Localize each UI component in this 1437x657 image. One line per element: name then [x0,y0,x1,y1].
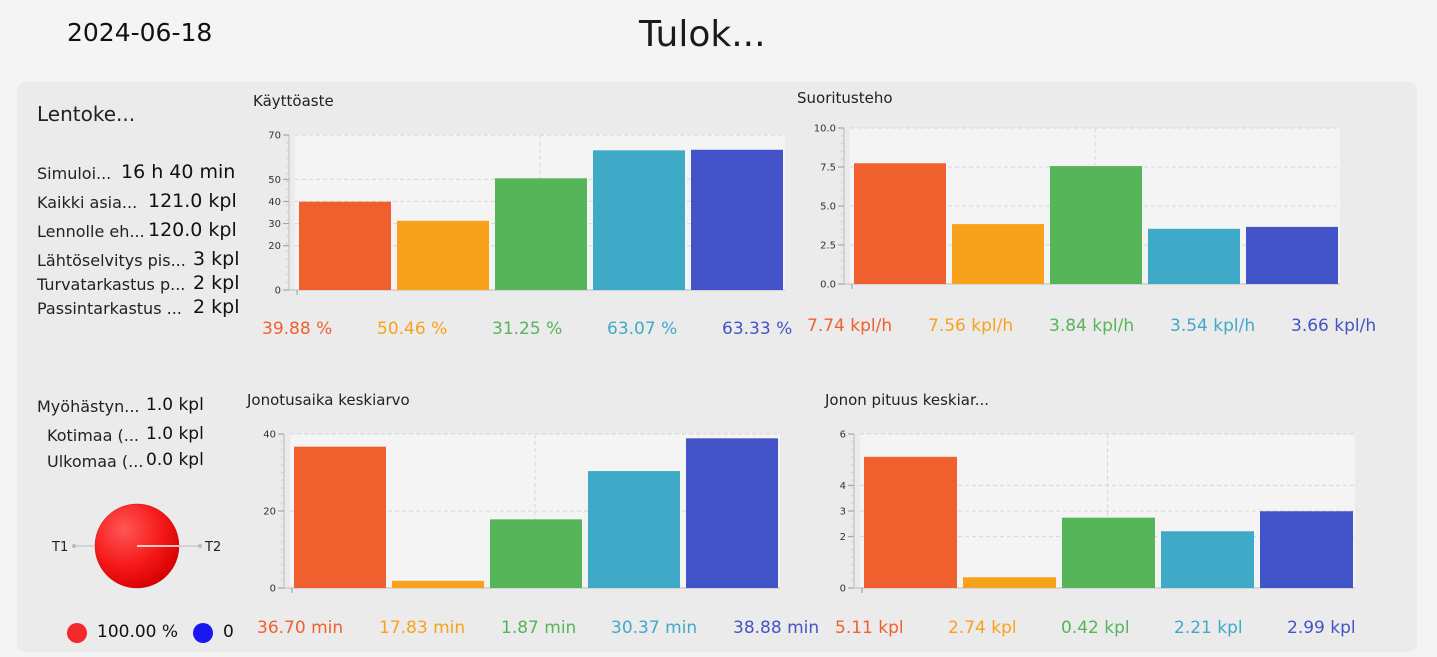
chart-title-jonotusaika: Jonotusaika keskiarvo [247,391,410,409]
pie-label-t1: T1 [51,540,68,555]
chart-title-suoritusteho: Suoritusteho [797,89,893,107]
delay-value: 1.0 kpl [146,424,204,444]
summary-label: Simuloi... [37,164,112,183]
y-tick-label: 20 [263,507,276,518]
value-label: 36.70 min [257,618,344,638]
value-label: 30.37 min [611,618,698,638]
y-tick-label: 0.0 [820,280,836,291]
bar [294,446,386,588]
summary-label: Lennolle eh... [37,222,145,241]
pie-leader-dot [198,544,202,548]
delay-label: Kotimaa (... [47,426,139,445]
bar [397,220,489,290]
bar [1050,166,1142,284]
pie-legend-dot [67,623,87,643]
summary-value: 2 kpl [193,296,240,318]
bar-chart-jonotusaika: 0 20 40 [263,430,780,595]
y-tick-label: 30 [268,219,281,230]
bar [1062,517,1155,588]
bar [686,438,778,588]
bar [1148,228,1240,284]
chart-title-kayttoaste: Käyttöaste [253,92,334,110]
value-label: 2.99 kpl [1287,618,1356,638]
y-tick-label: 10.0 [814,124,836,135]
y-tick-label: 70 [268,131,281,142]
bar [1246,226,1338,284]
y-tick-label: 0 [840,584,846,595]
bar [495,178,587,290]
bar [952,224,1044,284]
bar [588,471,680,588]
value-label: 3.84 kpl/h [1049,316,1135,336]
date-label: 2024-06-18 [67,18,213,47]
value-label: 31.25 % [492,319,563,339]
pie-legend-label: 100.00 % [97,622,179,642]
summary-label: Turvatarkastus p... [37,275,186,294]
delay-label: Myöhästyn... [37,397,140,416]
value-label: 2.74 kpl [948,618,1017,638]
bar [691,149,783,290]
value-label: 2.21 kpl [1174,618,1243,638]
pie-legend-label: 0 [223,622,234,642]
value-label: 38.88 min [733,618,820,638]
summary-value: 121.0 kpl [148,190,237,212]
delay-label: Ulkomaa (... [47,452,144,471]
summary-value: 3 kpl [193,248,240,270]
bar [1260,511,1353,588]
summary-value: 120.0 kpl [148,219,237,241]
value-label: 63.07 % [607,319,678,339]
y-tick-label: 40 [268,197,281,208]
y-tick-label: 7.5 [820,163,836,174]
bar [490,519,582,588]
value-label: 3.54 kpl/h [1170,316,1256,336]
terminal-pie-chart: T1 T2 [51,503,221,589]
pie-legend-dot [193,623,213,643]
value-label: 7.74 kpl/h [807,316,893,336]
y-tick-label: 2.5 [820,241,836,252]
bar [392,580,484,588]
bar [593,150,685,290]
y-tick-label: 40 [263,430,276,441]
bar-chart-kayttoaste: 0 20 30 40 50 70 [268,131,785,297]
value-label: 17.83 min [379,618,466,638]
value-label: 1.87 min [501,618,577,638]
bar [299,201,391,290]
delay-value: 0.0 kpl [146,450,204,470]
bar-chart-jononpituus: 0 2 3 4 6 [840,430,1355,595]
bar [854,163,946,284]
bar-chart-suoritusteho: 0.0 2.5 5.0 7.5 10.0 [814,124,1340,291]
y-tick-label: 50 [268,175,281,186]
y-tick-label: 4 [840,481,846,492]
y-tick-label: 5.0 [820,202,836,213]
value-label: 0.42 kpl [1061,618,1130,638]
pie-leader-dot [72,544,76,548]
summary-value: 2 kpl [193,272,240,294]
bar [864,456,957,588]
y-tick-label: 20 [268,241,281,252]
bar [963,577,1056,588]
delay-value: 1.0 kpl [146,395,204,415]
y-tick-label: 6 [840,430,846,441]
summary-label: Passintarkastus ... [37,299,182,318]
bar [1161,531,1254,588]
value-label: 5.11 kpl [835,618,904,638]
page-title: Tulok... [639,14,766,55]
summary-heading: Lentoke... [37,102,136,126]
value-label: 39.88 % [262,319,333,339]
value-label: 63.33 % [722,319,793,339]
summary-label: Kaikki asia... [37,193,138,212]
pie-label-t2: T2 [204,540,221,555]
value-label: 50.46 % [377,319,448,339]
y-tick-label: 0 [270,584,276,595]
chart-title-jononpituus: Jonon pituus keskiar... [825,391,990,409]
summary-label: Lähtöselvitys pis... [37,251,186,270]
y-tick-label: 3 [840,507,846,518]
summary-value: 16 h 40 min [121,161,236,183]
value-label: 7.56 kpl/h [928,316,1014,336]
value-label: 3.66 kpl/h [1291,316,1377,336]
y-tick-label: 0 [275,286,281,297]
y-tick-label: 2 [840,532,846,543]
